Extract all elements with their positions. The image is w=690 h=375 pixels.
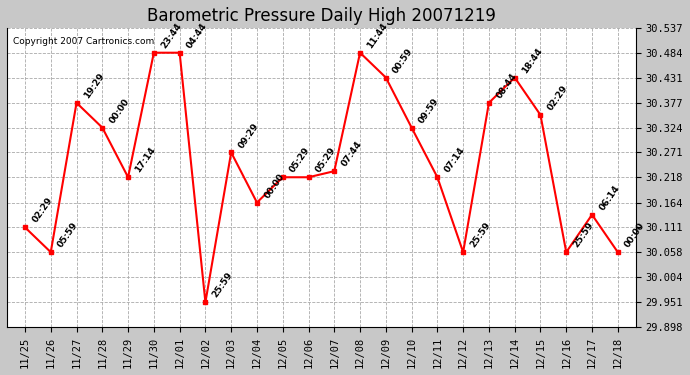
Text: 00:59: 00:59 [391, 46, 415, 75]
Text: 18:44: 18:44 [520, 46, 544, 75]
Text: 11:44: 11:44 [366, 21, 390, 50]
Text: 05:59: 05:59 [57, 221, 80, 249]
Text: 25:59: 25:59 [211, 271, 235, 300]
Text: 04:44: 04:44 [185, 21, 209, 50]
Text: 00:00: 00:00 [262, 171, 286, 200]
Text: 19:29: 19:29 [82, 71, 106, 100]
Text: 09:29: 09:29 [237, 121, 261, 150]
Text: Copyright 2007 Cartronics.com: Copyright 2007 Cartronics.com [13, 37, 155, 46]
Title: Barometric Pressure Daily High 20071219: Barometric Pressure Daily High 20071219 [147, 7, 496, 25]
Text: 09:59: 09:59 [417, 96, 441, 125]
Text: 25:59: 25:59 [572, 220, 595, 249]
Text: 07:14: 07:14 [443, 146, 467, 174]
Text: 25:59: 25:59 [469, 220, 493, 249]
Text: 08:44: 08:44 [495, 71, 518, 100]
Text: 06:14: 06:14 [598, 183, 622, 212]
Text: 00:00: 00:00 [108, 97, 131, 125]
Text: 17:14: 17:14 [134, 146, 157, 174]
Text: 23:44: 23:44 [159, 21, 184, 50]
Text: 07:44: 07:44 [340, 140, 364, 168]
Text: 02:29: 02:29 [30, 196, 55, 225]
Text: 00:00: 00:00 [623, 221, 647, 249]
Text: 05:29: 05:29 [288, 146, 312, 174]
Text: 02:29: 02:29 [546, 84, 570, 112]
Text: 05:29: 05:29 [314, 146, 338, 174]
